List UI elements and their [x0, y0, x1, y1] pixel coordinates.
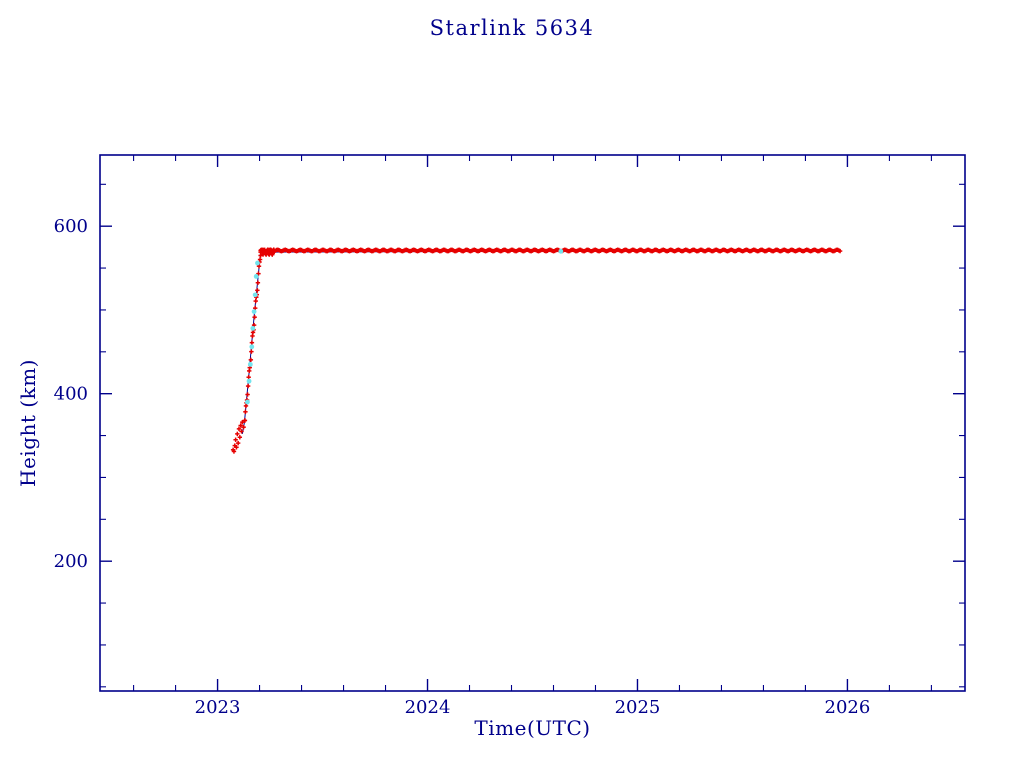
svg-text:600: 600 [54, 216, 88, 237]
x-axis-label: Time(UTC) [474, 716, 591, 740]
svg-text:400: 400 [54, 384, 88, 405]
svg-text:2023: 2023 [195, 697, 241, 718]
svg-text:2026: 2026 [825, 697, 871, 718]
svg-text:2024: 2024 [405, 697, 451, 718]
svg-text:2025: 2025 [615, 697, 661, 718]
svg-text:200: 200 [54, 551, 88, 572]
chart-title: Starlink 5634 [429, 16, 595, 40]
